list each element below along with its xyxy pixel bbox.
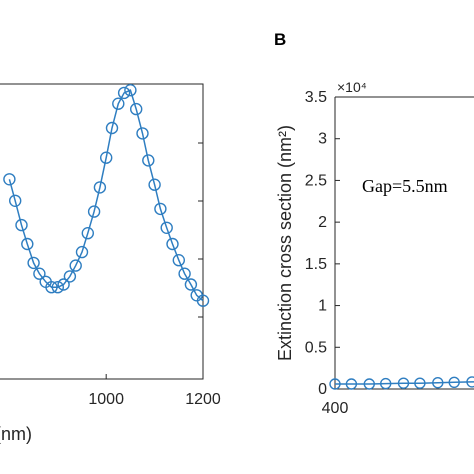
panel-a-data-point bbox=[21, 237, 34, 251]
panel-a-data-point bbox=[33, 267, 46, 280]
panel-a-data-point bbox=[99, 151, 113, 164]
panel-a-data-point bbox=[124, 83, 137, 97]
panel-b-label: B bbox=[274, 30, 286, 49]
panel-a-data-point bbox=[93, 181, 107, 194]
panel-a-data-point bbox=[8, 194, 22, 208]
panel-a-data-point bbox=[27, 256, 40, 270]
panel-b-x-ticks bbox=[334, 384, 336, 389]
panel-b-x-tick-labels: 400600 bbox=[322, 400, 349, 417]
panel-a-x-axis-label: n (nm) bbox=[0, 424, 32, 444]
panel-b-data-point bbox=[329, 378, 341, 390]
panel-b-y-tick-label: 1 bbox=[318, 298, 327, 315]
panel-a-data-point bbox=[117, 86, 131, 100]
panel-b-y-tick-label: 0 bbox=[318, 381, 327, 398]
panel-a-data-point bbox=[129, 102, 143, 116]
panel-a-data-point bbox=[142, 154, 155, 167]
panel-b-data-point bbox=[363, 378, 375, 390]
panel-a-series-line bbox=[8, 89, 204, 302]
panel-a-data-point bbox=[57, 278, 70, 291]
panel-a-data-point bbox=[178, 267, 191, 280]
panel-a-x-tick-labels: 1000 1200 bbox=[88, 391, 221, 408]
panel-b-y-ticks bbox=[335, 96, 340, 390]
panel-a-data-point bbox=[105, 121, 119, 135]
panel-b-y-tick-labels: 0 0.5 1 1.5 2 2.5 3 3.5 bbox=[305, 89, 327, 398]
panel-a-data-point bbox=[87, 205, 101, 218]
panel-b-data-point bbox=[466, 376, 474, 388]
panel-a-data-point bbox=[136, 127, 149, 140]
panel-b-y-tick-label: 1.5 bbox=[305, 256, 327, 273]
panel-b-data-point bbox=[345, 378, 358, 390]
panel-a-data-point bbox=[3, 173, 16, 186]
panel-a-data-point bbox=[172, 254, 186, 267]
panel-b-data-point bbox=[397, 377, 410, 389]
panel-a-data-point bbox=[112, 97, 125, 110]
panel-b-multiplier: ×10⁴ bbox=[337, 79, 367, 95]
panel-b-y-axis-label: Extinction cross section (nm²) bbox=[275, 125, 295, 361]
panel-a-axes-box bbox=[0, 83, 204, 380]
panel-a-data-point bbox=[196, 294, 210, 307]
panel-a: 1000 1200 n (nm) bbox=[0, 83, 221, 444]
panel-a-data-point bbox=[75, 245, 89, 259]
panel-a-series-markers bbox=[3, 83, 210, 307]
panel-a-data-point bbox=[81, 226, 95, 240]
panel-b-data-point bbox=[448, 376, 460, 388]
panel-a-data-point bbox=[69, 259, 82, 272]
panel-a-x-tick-label: 1000 bbox=[88, 391, 124, 408]
panel-a-data-point bbox=[160, 221, 173, 235]
panel-b-series-markers bbox=[329, 376, 474, 390]
panel-a-data-point bbox=[45, 281, 58, 294]
panel-a-right-ticks bbox=[198, 142, 203, 318]
panel-a-x-ticks bbox=[105, 374, 204, 379]
panel-a-data-point bbox=[51, 281, 64, 294]
panel-a-x-tick-label: 1200 bbox=[185, 391, 221, 408]
panel-a-data-point bbox=[154, 202, 167, 216]
panel-a-data-point bbox=[166, 237, 179, 251]
panel-b-series-line bbox=[335, 381, 474, 385]
panel-a-data-point bbox=[148, 178, 161, 191]
panel-b-y-tick-label: 0.5 bbox=[305, 339, 327, 356]
panel-a-data-point bbox=[184, 278, 198, 291]
panel-b-y-tick-label: 2 bbox=[318, 214, 327, 231]
panel-b-data-point bbox=[414, 377, 426, 389]
panel-b-y-tick-label: 3 bbox=[318, 131, 327, 148]
panel-b-annotation: Gap=5.5nm bbox=[362, 176, 448, 196]
panel-a-data-point bbox=[63, 270, 77, 283]
panel-b-data-point bbox=[432, 377, 444, 389]
panel-a-data-point bbox=[15, 218, 28, 232]
panel-b-y-tick-label: 3.5 bbox=[305, 89, 327, 106]
panel-b-y-tick-label: 2.5 bbox=[305, 172, 327, 189]
panel-b: B 0 0.5 1 1.5 2 2.5 3 3.5 400600 ×10⁴ Gap=5.5nm… bbox=[274, 30, 474, 417]
panel-b-x-tick-label: 400 bbox=[322, 400, 349, 417]
panel-b-data-point bbox=[380, 377, 392, 390]
